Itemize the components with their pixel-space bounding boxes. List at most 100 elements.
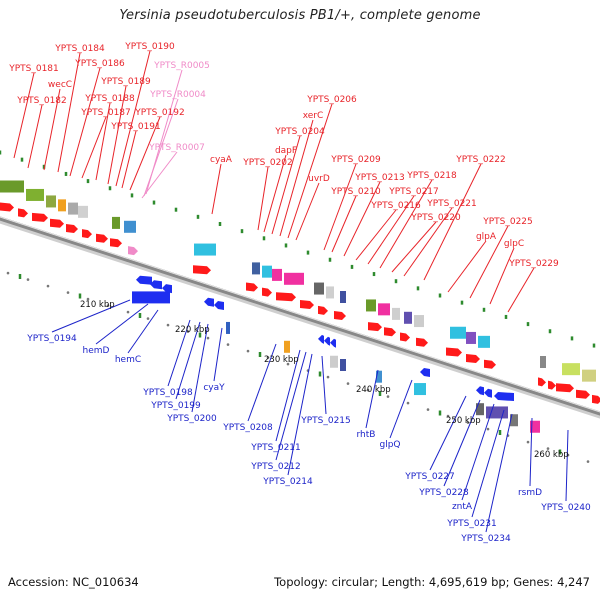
leader-line [429,395,467,471]
leader-line [13,72,35,159]
feature-label: xerC [303,111,324,121]
leader-line [565,429,569,502]
cog-box-upper [366,299,376,312]
forward-gene-arrow [466,353,480,363]
leader-line [489,247,515,305]
leader-line [107,85,127,185]
feature-label: wecC [48,80,72,90]
leader-line [287,103,333,239]
cog-box-upper [414,315,424,328]
leader-line [469,225,509,299]
forward-gene-arrow [400,332,410,342]
inner-dot [466,421,470,424]
feature-label: rsmD [518,488,542,498]
cog-box-upper [378,303,390,316]
leader-line [287,353,313,476]
cog-box-upper [478,335,490,348]
leader-line [271,135,301,235]
leader-line [121,130,137,189]
feature-label: glpA [476,232,497,242]
leader-line [323,163,357,251]
forward-gene-arrow [318,305,328,315]
leader-line [27,104,43,169]
cog-box-upper [392,307,400,320]
leader-line [389,379,413,439]
feature-label: YPTS_0216 [370,201,421,211]
leader-line [95,102,111,181]
leader-line [81,116,107,179]
feature-label: YPTS_0211 [250,443,301,453]
inner-dot [266,356,270,359]
cog-box-upper [314,282,324,295]
forward-gene-arrow [50,218,64,228]
cog-box-upper [450,326,466,339]
feature-label: YPTS_0199 [150,401,201,411]
feature-label: YPTS_0204 [274,127,325,137]
feature-label: YPTS_0229 [508,259,559,269]
cog-box-lower [510,414,518,427]
backbone-layer [0,216,600,419]
cog-box-upper [68,202,78,215]
forward-gene-arrow [576,389,590,399]
cog-box-upper [0,180,24,193]
backbone-line [0,216,600,416]
feature-label: YPTS_0198 [142,388,193,398]
feature-label: hemD [83,346,110,356]
feature-label: YPTS_0221 [426,199,477,209]
leader-line [69,67,101,177]
forward-gene-arrow [110,238,122,248]
leader-line [175,321,201,400]
cog-box-lower [476,403,484,416]
feature-label: cyaY [203,383,225,393]
scale-label: 220 kbp [175,325,210,335]
inner-dot [126,310,130,314]
leader-line [263,154,287,233]
label-line-layer [13,50,569,533]
cog-box-lower [284,340,290,353]
feature-label: YPTS_0194 [26,334,77,344]
cog-box-lower [376,370,382,383]
scale-label: 230 kbp [264,355,299,365]
leader-line [295,182,320,241]
scale-label: 260 kbp [534,450,569,460]
leader-line [95,303,149,345]
leader-line [213,327,223,382]
inner-dot [486,427,490,431]
leader-line [529,417,533,487]
feature-label: YPTS_0212 [250,462,301,472]
feature-label: rhtB [357,430,376,440]
forward-gene-arrow [556,383,574,393]
leader-line [247,343,277,422]
scale-label: 250 kbp [446,416,481,426]
cog-box-upper [326,286,334,299]
reverse-gene-arrow [420,368,430,377]
leader-line [167,319,191,387]
inner-dot [46,284,50,288]
inner-dot [66,291,70,294]
feature-label: glpC [504,239,524,249]
reverse-gene-arrow [494,392,514,402]
forward-gene-arrow [193,265,211,275]
inner-dot [546,447,550,450]
feature-label: YPTS_R0007 [148,143,205,153]
cog-box-upper [262,265,272,278]
leader-line [331,195,357,253]
cog-box-upper [540,356,546,368]
inner-dot [446,414,450,418]
leader-line [443,399,481,487]
feature-label: YPTS_0234 [460,534,511,544]
cog-box-lower [132,291,170,304]
forward-gene-arrow [384,327,396,337]
rna-gene-arrow [128,246,138,256]
inner-dot [146,317,150,320]
feature-layer [0,180,600,433]
inner-dot [406,401,410,405]
backbone-highlight [0,216,600,413]
genome-stats-text: Topology: circular; Length: 4,695,619 bp… [274,575,590,589]
forward-gene-arrow [368,322,382,332]
forward-gene-arrow [592,394,600,404]
leader-line [365,369,379,429]
feature-label: zntA [452,502,473,512]
cog-box-upper [124,220,136,233]
